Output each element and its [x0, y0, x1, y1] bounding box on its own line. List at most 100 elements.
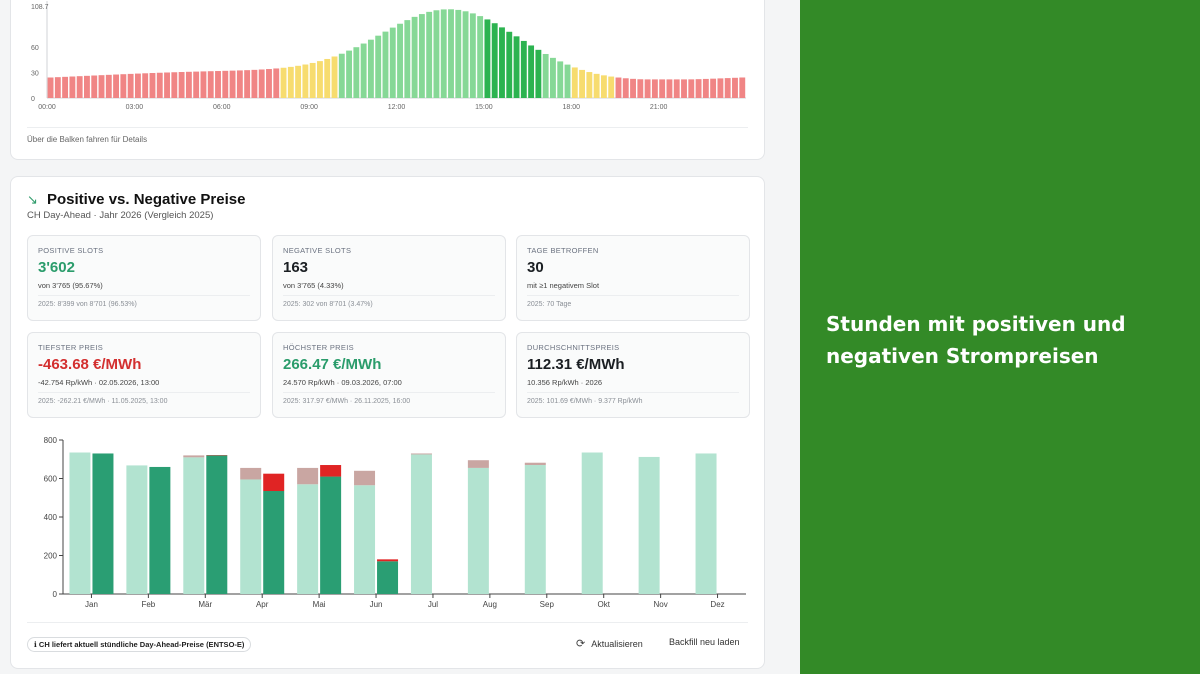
positive-bar[interactable]: [320, 476, 342, 594]
hour-bar[interactable]: [149, 73, 156, 98]
hour-bar[interactable]: [185, 71, 192, 98]
hour-bar[interactable]: [287, 66, 294, 98]
hour-bar[interactable]: [142, 73, 149, 98]
hour-bar[interactable]: [134, 73, 141, 98]
negative-bar[interactable]: [467, 460, 489, 468]
positive-bar[interactable]: [149, 466, 171, 594]
hour-bar[interactable]: [295, 65, 302, 98]
negative-bar[interactable]: [377, 559, 399, 562]
hour-bar[interactable]: [681, 79, 687, 98]
hour-bar[interactable]: [455, 9, 462, 98]
negative-bar[interactable]: [183, 455, 205, 458]
hour-bar[interactable]: [382, 31, 389, 98]
hour-bar[interactable]: [535, 49, 542, 98]
positive-bar[interactable]: [126, 465, 148, 594]
hour-bar[interactable]: [353, 47, 360, 98]
hour-bar[interactable]: [98, 75, 105, 98]
hour-bar[interactable]: [484, 19, 491, 98]
hour-bar[interactable]: [448, 9, 454, 99]
hour-bar[interactable]: [702, 78, 709, 98]
hour-bar[interactable]: [579, 69, 586, 98]
hour-bar[interactable]: [550, 57, 556, 98]
hour-bar[interactable]: [309, 62, 316, 98]
positive-bar[interactable]: [467, 467, 489, 594]
hour-bar[interactable]: [469, 13, 476, 98]
positive-bar[interactable]: [263, 491, 285, 594]
hour-bar[interactable]: [302, 64, 309, 98]
hour-bar[interactable]: [200, 71, 207, 98]
hour-bar[interactable]: [280, 67, 287, 98]
hour-bar[interactable]: [389, 27, 396, 98]
positive-bar[interactable]: [638, 456, 660, 594]
hour-bar[interactable]: [338, 53, 345, 98]
hour-bar[interactable]: [688, 79, 695, 98]
hour-bar[interactable]: [542, 53, 549, 98]
hour-bar[interactable]: [171, 72, 178, 98]
negative-bar[interactable]: [263, 473, 285, 492]
negative-bar[interactable]: [320, 465, 342, 477]
hour-bar[interactable]: [717, 78, 724, 98]
hour-bar[interactable]: [367, 39, 374, 98]
hour-bar[interactable]: [506, 31, 513, 99]
hour-bar[interactable]: [637, 79, 644, 98]
positive-bar[interactable]: [581, 452, 603, 594]
hour-bar[interactable]: [608, 76, 615, 98]
hour-bar[interactable]: [513, 36, 520, 98]
positive-bar[interactable]: [354, 485, 376, 594]
hour-bar[interactable]: [630, 78, 636, 98]
hour-bar[interactable]: [215, 71, 221, 98]
negative-bar[interactable]: [524, 462, 546, 466]
hour-bar[interactable]: [440, 9, 447, 98]
hour-bar[interactable]: [84, 75, 90, 98]
hour-bar[interactable]: [178, 72, 185, 98]
hour-bar[interactable]: [105, 74, 112, 98]
hour-bar[interactable]: [593, 73, 600, 98]
hour-bar[interactable]: [426, 11, 433, 98]
hour-bar[interactable]: [491, 23, 498, 98]
hour-bar[interactable]: [346, 50, 353, 98]
hour-bar[interactable]: [324, 58, 331, 98]
hour-bar[interactable]: [62, 76, 69, 98]
negative-bar[interactable]: [240, 467, 262, 480]
hour-bar[interactable]: [236, 70, 243, 98]
positive-bar[interactable]: [69, 452, 91, 594]
hour-bar[interactable]: [564, 64, 571, 98]
hour-bar[interactable]: [477, 16, 484, 98]
hour-bar[interactable]: [360, 43, 367, 98]
negative-bar[interactable]: [410, 453, 432, 455]
hour-bar[interactable]: [113, 74, 120, 98]
positive-bar[interactable]: [183, 457, 205, 594]
negative-bar[interactable]: [354, 470, 376, 486]
refresh-button[interactable]: ⟳ Aktualisieren: [576, 637, 643, 650]
positive-bar[interactable]: [206, 455, 228, 594]
hour-bar[interactable]: [164, 72, 170, 98]
hour-bar[interactable]: [411, 16, 418, 99]
hour-bar[interactable]: [69, 76, 76, 98]
hour-bar[interactable]: [273, 68, 280, 98]
hour-bar[interactable]: [571, 67, 578, 98]
hour-bar[interactable]: [651, 79, 658, 98]
hour-bar[interactable]: [557, 61, 564, 98]
hour-bar[interactable]: [120, 74, 127, 98]
hour-bar[interactable]: [739, 77, 746, 98]
hour-bar[interactable]: [659, 79, 666, 98]
positive-bar[interactable]: [297, 484, 319, 594]
hour-bar[interactable]: [207, 71, 214, 98]
hour-bar[interactable]: [433, 10, 440, 98]
hour-bar[interactable]: [600, 75, 607, 98]
hour-bar[interactable]: [644, 79, 651, 98]
backfill-button[interactable]: Backfill neu laden: [669, 637, 740, 647]
hour-bar[interactable]: [418, 14, 425, 99]
hour-bar[interactable]: [724, 78, 731, 98]
hour-bar[interactable]: [375, 35, 382, 98]
hour-bar[interactable]: [710, 78, 717, 98]
hour-bar[interactable]: [462, 11, 469, 98]
positive-bar[interactable]: [695, 453, 717, 594]
hour-bar[interactable]: [499, 27, 505, 98]
hour-bar[interactable]: [76, 76, 83, 98]
hour-bar[interactable]: [229, 70, 236, 98]
hour-bar[interactable]: [222, 70, 229, 98]
hour-bar[interactable]: [251, 69, 258, 98]
hour-bar[interactable]: [91, 75, 98, 98]
positive-bar[interactable]: [240, 479, 262, 594]
